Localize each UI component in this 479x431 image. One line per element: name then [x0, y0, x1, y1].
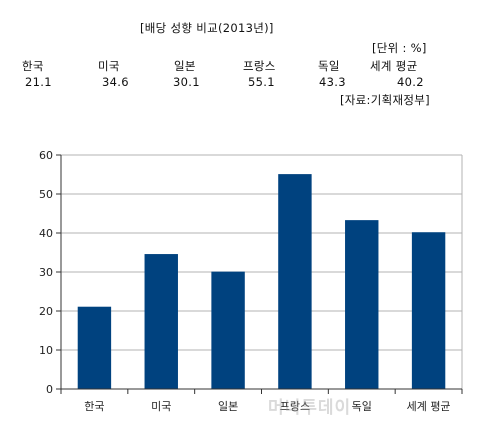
y-tick-label: 50: [39, 188, 53, 201]
x-tick-label: 프랑스: [280, 400, 310, 413]
column-value-usa: 34.6: [102, 75, 129, 89]
column-name-japan: 일본: [174, 59, 196, 73]
column-value-world-average: 40.2: [397, 75, 424, 89]
y-tick-label: 40: [39, 227, 53, 240]
column-value-germany: 43.3: [319, 75, 346, 89]
bar: [211, 271, 245, 389]
summary-table: [배당 성향 비교(2013년)] [단위 : %] 한국 미국 일본 프랑스 …: [0, 0, 479, 130]
x-tick-label: 한국: [84, 400, 104, 413]
y-tick-labels: 0 10 20 30 40 50 60: [39, 149, 53, 396]
column-name-usa: 미국: [98, 59, 120, 73]
y-tick-label: 20: [39, 305, 53, 318]
bar: [144, 254, 178, 389]
watermark-logo: 머니투데이: [268, 398, 352, 418]
x-tick-label: 미국: [151, 400, 171, 413]
bars: [77, 174, 446, 389]
column-value-france: 55.1: [248, 75, 275, 89]
y-tick-label: 10: [39, 344, 53, 357]
x-tick-label: 일본: [218, 399, 238, 413]
y-tick-label: 30: [39, 266, 53, 279]
bar: [278, 174, 312, 389]
x-tick-label: 세계 평균: [407, 400, 451, 413]
x-tick-label: 독일: [352, 399, 372, 413]
column-value-japan: 30.1: [173, 75, 200, 89]
x-tick-labels: 한국 미국 일본 프랑스 독일 세계 평균: [84, 399, 450, 413]
y-tick-label: 60: [39, 149, 53, 162]
column-value-korea: 21.1: [25, 75, 52, 89]
column-name-korea: 한국: [22, 59, 44, 73]
chart-title: [배당 성향 비교(2013년)]: [140, 21, 274, 35]
bar-chart: 0 10 20 30 40 50 60 한국 미국 일본 프랑스 독일 세계 평균: [39, 149, 463, 413]
bar: [345, 220, 379, 389]
gridlines: [61, 154, 463, 389]
column-name-world-average: 세계 평균: [370, 59, 418, 73]
source-label: [자료:기획재정부]: [340, 93, 430, 107]
bar: [411, 232, 446, 389]
axes: [56, 154, 463, 394]
unit-label: [단위 : %]: [372, 41, 427, 55]
column-name-germany: 독일: [318, 59, 340, 73]
y-tick-label: 0: [46, 383, 53, 396]
bar: [77, 306, 112, 389]
column-name-france: 프랑스: [243, 59, 276, 73]
